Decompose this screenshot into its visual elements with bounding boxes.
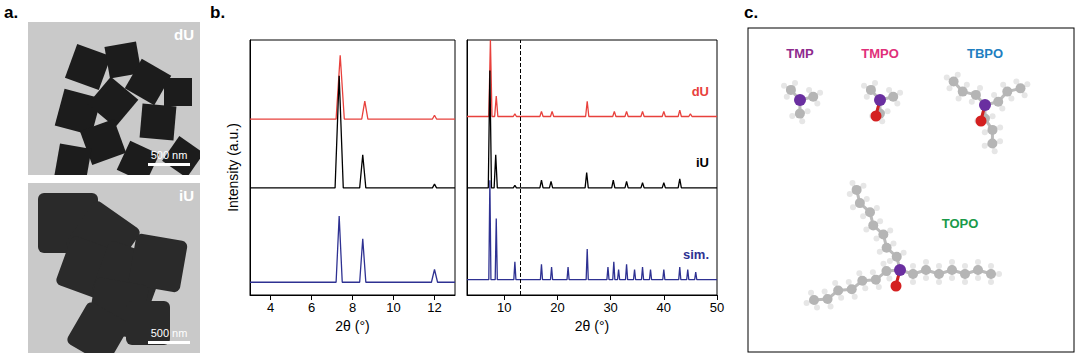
svg-text:TMP: TMP: [786, 46, 814, 61]
svg-text:iU: iU: [696, 155, 709, 170]
svg-text:6: 6: [308, 300, 315, 315]
svg-text:50: 50: [710, 300, 724, 315]
svg-text:TOPO: TOPO: [942, 216, 979, 231]
svg-text:iU: iU: [179, 187, 194, 204]
svg-text:sim.: sim.: [683, 247, 709, 262]
svg-text:TMPO: TMPO: [861, 46, 899, 61]
svg-text:20: 20: [550, 300, 564, 315]
svg-text:2θ (°): 2θ (°): [575, 318, 609, 334]
svg-text:dU: dU: [174, 26, 194, 43]
svg-text:8: 8: [349, 300, 356, 315]
svg-text:TBPO: TBPO: [967, 46, 1003, 61]
svg-text:dU: dU: [692, 84, 709, 99]
svg-text:40: 40: [657, 300, 671, 315]
svg-text:a.: a.: [4, 3, 18, 22]
svg-text:500 nm: 500 nm: [151, 149, 188, 161]
svg-text:4: 4: [267, 300, 274, 315]
svg-text:b.: b.: [210, 3, 225, 22]
svg-text:10: 10: [386, 300, 400, 315]
svg-text:10: 10: [497, 300, 511, 315]
svg-text:500 nm: 500 nm: [151, 327, 188, 339]
svg-text:2θ (°): 2θ (°): [335, 318, 369, 334]
svg-text:30: 30: [603, 300, 617, 315]
svg-text:c.: c.: [744, 3, 758, 22]
svg-text:12: 12: [427, 300, 441, 315]
svg-text:Intensity (a.u.): Intensity (a.u.): [225, 123, 241, 212]
